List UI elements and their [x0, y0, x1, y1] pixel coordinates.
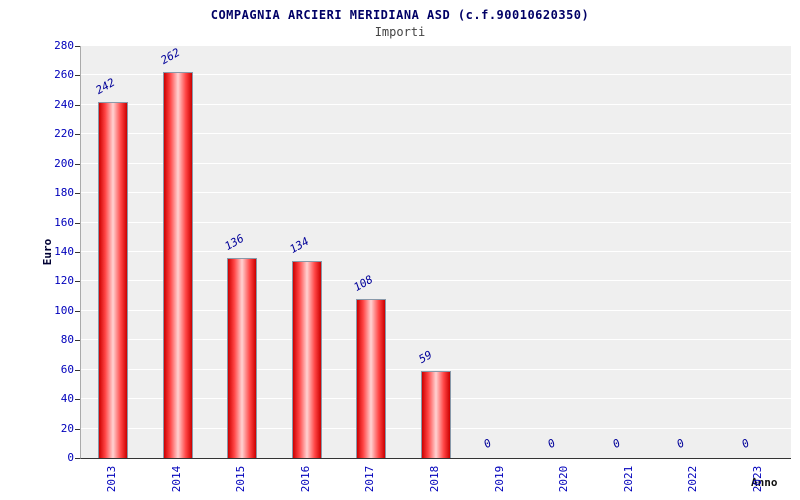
- plot-area: 242 262 136 134 108 59 0 0 0 0 0: [80, 45, 791, 459]
- y-tick-mark: [75, 310, 80, 312]
- bar-value-label: 0: [610, 436, 623, 451]
- bar-2015: [227, 258, 257, 458]
- gridline: [81, 368, 791, 370]
- y-tick-mark: [75, 104, 80, 106]
- y-tick-label: 180: [54, 186, 74, 200]
- y-tick-label: 60: [60, 362, 74, 376]
- y-tick-label: 140: [54, 245, 74, 258]
- y-tick-label: 0: [67, 451, 74, 464]
- bar-value-label: 0: [674, 436, 687, 451]
- y-tick-label: 100: [54, 303, 74, 317]
- y-tick-mark: [75, 369, 80, 371]
- y-tick-mark: [75, 222, 80, 224]
- bar-value-label: 0: [739, 436, 752, 451]
- y-tick-mark: [75, 458, 80, 459]
- y-tick-mark: [75, 193, 80, 195]
- x-tick-label-2014: 2014: [170, 465, 183, 493]
- y-tick-mark: [75, 340, 80, 342]
- bar-2013: [98, 102, 128, 458]
- y-tick-label: 20: [60, 421, 74, 435]
- bar-value-label: 136: [222, 231, 247, 253]
- gridline: [81, 339, 791, 341]
- x-tick-label-2019: 2019: [493, 465, 506, 493]
- y-tick-mark: [75, 399, 80, 401]
- x-axis-label: Anno: [751, 476, 778, 489]
- x-tick-label-2015: 2015: [234, 465, 247, 493]
- gridline: [81, 103, 791, 105]
- x-tick-label-2022: 2022: [686, 465, 699, 493]
- y-tick-mark: [75, 428, 80, 430]
- gridline: [81, 45, 791, 46]
- y-tick-label: 40: [60, 392, 74, 406]
- y-tick-label: 160: [54, 215, 74, 229]
- y-tick-label: 200: [54, 156, 74, 170]
- x-tick-label-2018: 2018: [428, 465, 441, 493]
- y-tick-label: 260: [54, 68, 74, 82]
- y-tick-label: 280: [54, 39, 74, 52]
- y-tick-mark: [75, 134, 80, 136]
- y-tick-mark: [75, 75, 80, 77]
- bar-value-label: 134: [287, 234, 312, 256]
- gridline: [81, 74, 791, 76]
- bar-2017: [356, 299, 386, 458]
- bar-value-label: 0: [545, 436, 558, 451]
- bar-value-label: 108: [351, 272, 376, 294]
- gridline: [81, 192, 791, 194]
- bar-value-label: 262: [158, 45, 183, 67]
- y-tick-mark: [75, 281, 80, 283]
- bar-2016: [292, 261, 322, 458]
- bar-value-label: 0: [481, 436, 494, 451]
- x-tick-label-2021: 2021: [622, 465, 635, 493]
- y-tick-label: 240: [54, 97, 74, 111]
- x-tick-label-2016: 2016: [299, 465, 312, 493]
- gridline: [81, 309, 791, 311]
- gridline: [81, 251, 791, 252]
- y-tick-mark: [75, 163, 80, 165]
- chart-title: COMPAGNIA ARCIERI MERIDIANA ASD (c.f.900…: [210, 8, 590, 22]
- gridline: [81, 133, 791, 135]
- bar-2014: [163, 72, 193, 458]
- y-tick-mark: [75, 252, 80, 253]
- gridline: [81, 280, 791, 282]
- bar-value-label: 242: [93, 75, 118, 97]
- y-tick-label: 220: [54, 127, 74, 141]
- y-tick-label: 120: [54, 274, 74, 288]
- y-tick-mark: [75, 46, 80, 47]
- bar-value-label: 59: [416, 348, 435, 366]
- x-tick-label-2023: 2023: [751, 465, 764, 493]
- gridline: [81, 162, 791, 164]
- y-tick-label: 80: [60, 333, 74, 347]
- x-tick-label-2017: 2017: [363, 465, 376, 493]
- gridline: [81, 221, 791, 223]
- x-tick-label-2013: 2013: [105, 465, 118, 493]
- x-tick-label-2020: 2020: [557, 465, 570, 493]
- bar-2018: [421, 371, 451, 458]
- chart-subtitle: Importi: [374, 25, 426, 39]
